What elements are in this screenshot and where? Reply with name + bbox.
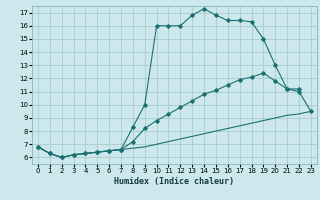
X-axis label: Humidex (Indice chaleur): Humidex (Indice chaleur) [115,177,234,186]
